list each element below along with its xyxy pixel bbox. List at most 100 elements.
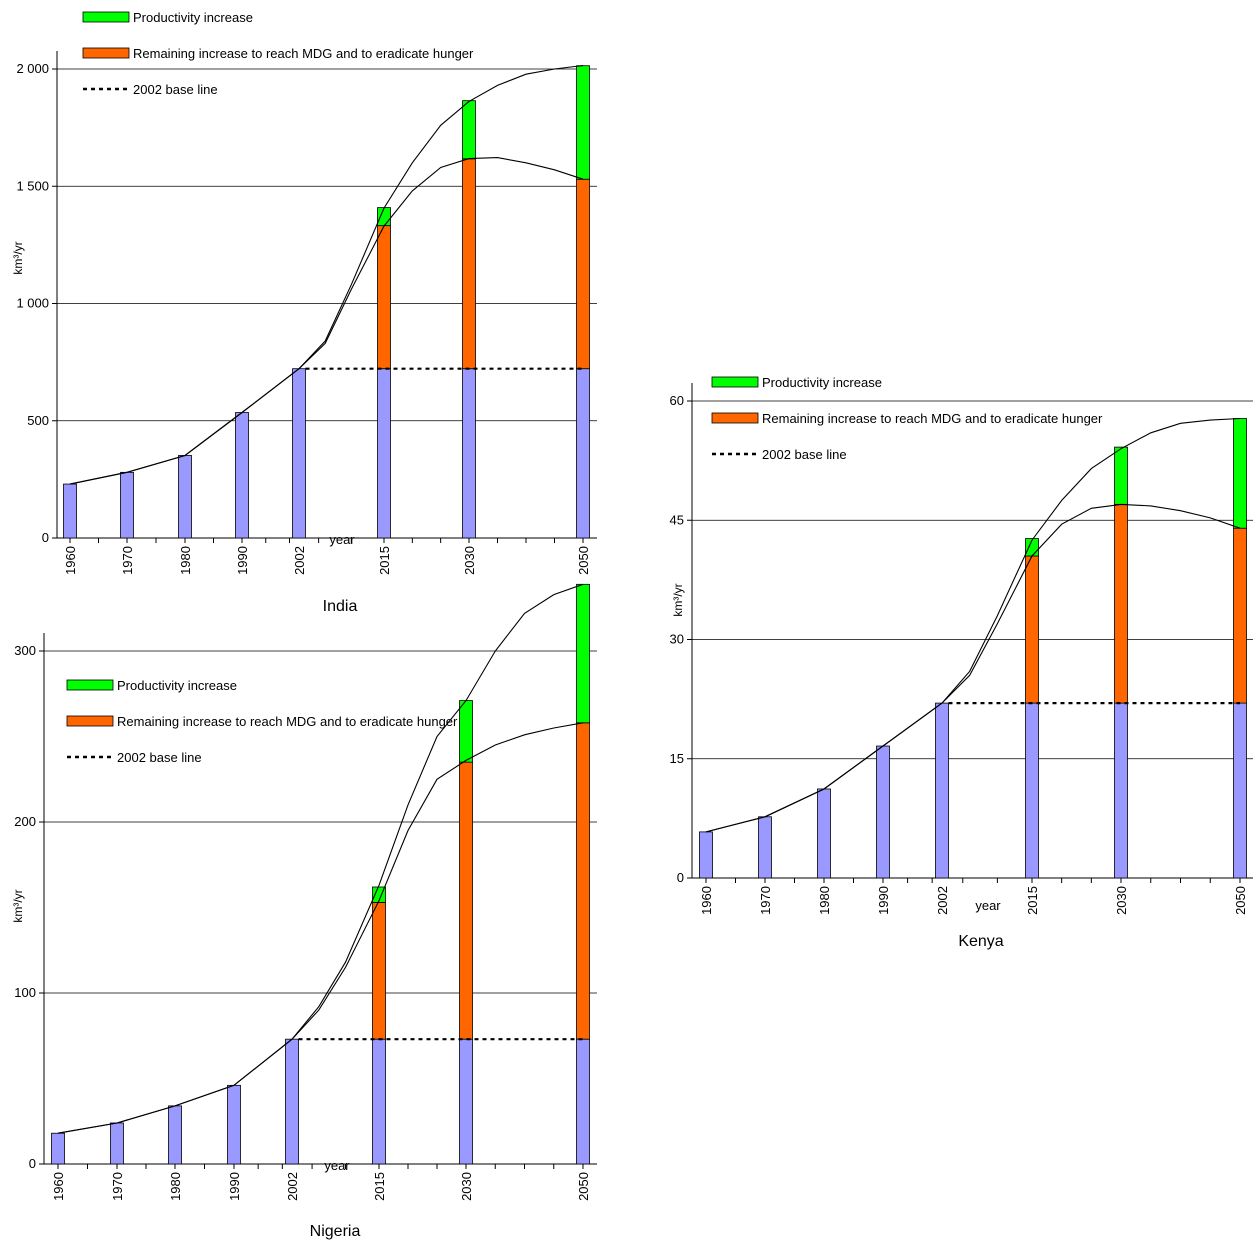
bar-remaining-2015: [1025, 555, 1039, 704]
bar-base-1980: [178, 455, 192, 539]
bar-remaining-2030: [1114, 503, 1128, 704]
legend-label-baseline: 2002 base line: [117, 750, 202, 765]
x-tick-label: 2050: [576, 546, 591, 575]
y-axis-label: km³/yr: [11, 241, 25, 274]
y-tick-label: 0: [42, 530, 49, 545]
bar-base-2050: [1233, 702, 1247, 879]
legend-swatch-remaining: [711, 412, 759, 424]
chart-title: Kenya: [958, 933, 1003, 950]
y-tick-label: 1 500: [16, 178, 49, 193]
x-tick-label: 2030: [462, 546, 477, 575]
legend-label-baseline: 2002 base line: [133, 82, 218, 97]
x-tick-label: 2002: [935, 886, 950, 915]
bar-base-2002: [285, 1038, 299, 1165]
chart-title: Nigeria: [310, 1223, 361, 1240]
y-tick-label: 200: [14, 814, 36, 829]
legend-label-productivity: Productivity increase: [762, 375, 882, 390]
x-tick-label: 2015: [372, 1172, 387, 1201]
bar-base-1960: [51, 1132, 65, 1165]
y-tick-label: 300: [14, 643, 36, 658]
bar-remaining-2030: [459, 761, 473, 1040]
bar-base-1980: [168, 1105, 182, 1165]
legend-label-remaining: Remaining increase to reach MDG and to e…: [117, 714, 458, 729]
x-tick-label: 1970: [120, 546, 135, 575]
bar-base-1990: [227, 1084, 241, 1165]
legend: Productivity increase Remaining increase …: [711, 375, 1103, 462]
bar-base-1970: [120, 471, 134, 539]
trend-line-remaining: [69, 157, 584, 485]
bar-productivity-2015: [372, 886, 386, 903]
bar-remaining-2050: [1233, 527, 1247, 704]
bar-base-2050: [576, 1038, 590, 1165]
x-tick-label: 1980: [178, 546, 193, 575]
legend: Productivity increase Remaining increase …: [66, 678, 458, 765]
x-tick-label: 1990: [235, 546, 250, 575]
legend-label-productivity: Productivity increase: [133, 10, 253, 25]
bar-base-1970: [110, 1122, 124, 1165]
y-tick-label: 45: [670, 512, 684, 527]
bar-base-2015: [377, 368, 391, 539]
y-tick-label: 0: [677, 870, 684, 885]
bar-base-1990: [235, 412, 249, 539]
bar-base-2030: [1114, 702, 1128, 879]
legend: Productivity increase Remaining increase …: [82, 10, 474, 97]
legend-label-productivity: Productivity increase: [117, 678, 237, 693]
chart-kenya: 0 15 30 45 60 1960 1970 1980 1990 2002 2015 2030 205…: [670, 375, 1253, 950]
legend-swatch-productivity: [82, 11, 130, 23]
bar-base-1970: [758, 816, 772, 879]
bar-base-2050: [576, 368, 590, 539]
y-tick-label: 15: [670, 751, 684, 766]
y-tick-label: 2 000: [16, 61, 49, 76]
bar-base-2002: [935, 702, 949, 879]
bar-remaining-2015: [377, 225, 391, 370]
x-tick-label: 1960: [699, 886, 714, 915]
trend-line-remaining: [57, 722, 584, 1134]
y-tick-label: 500: [27, 413, 49, 428]
legend-label-remaining: Remaining increase to reach MDG and to e…: [762, 411, 1103, 426]
x-tick-label: 1970: [758, 886, 773, 915]
x-tick-label: 2002: [285, 1172, 300, 1201]
bar-remaining-2050: [576, 178, 590, 370]
bar-productivity-2030: [1114, 446, 1128, 505]
bar-remaining-2015: [372, 901, 386, 1040]
legend-label-baseline: 2002 base line: [762, 447, 847, 462]
bar-productivity-2015: [377, 207, 391, 227]
legend-swatch-remaining: [82, 47, 130, 59]
trend-line-productivity: [69, 64, 584, 485]
legend-swatch-remaining: [66, 715, 114, 727]
x-tick-label: 1990: [876, 886, 891, 915]
legend-label-remaining: Remaining increase to reach MDG and to e…: [133, 46, 474, 61]
bar-base-2015: [1025, 702, 1039, 879]
bar-base-2030: [462, 368, 476, 539]
x-tick-label: 1990: [227, 1172, 242, 1201]
x-axis-label: year: [975, 898, 1001, 913]
bar-base-1990: [876, 745, 890, 879]
bar-remaining-2050: [576, 722, 590, 1040]
x-axis-label: year: [324, 1158, 350, 1173]
x-tick-label: 1960: [51, 1172, 66, 1201]
chart-title: India: [323, 598, 358, 615]
bar-productivity-2050: [1233, 418, 1247, 529]
y-tick-label: 30: [670, 632, 684, 647]
x-tick-label: 2030: [1114, 886, 1129, 915]
bar-productivity-2050: [576, 65, 590, 180]
bar-base-1960: [63, 483, 77, 539]
bar-productivity-2030: [462, 100, 476, 160]
bar-productivity-2030: [459, 700, 473, 763]
x-tick-label: 2030: [459, 1172, 474, 1201]
x-tick-label: 2015: [377, 546, 392, 575]
legend-swatch-productivity: [66, 679, 114, 691]
bar-base-2030: [459, 1038, 473, 1165]
trend-line-productivity: [705, 417, 1241, 833]
y-tick-label: 60: [670, 393, 684, 408]
bar-remaining-2030: [462, 158, 476, 370]
x-tick-label: 2015: [1025, 886, 1040, 915]
y-axis-label: km³/yr: [11, 889, 25, 922]
x-tick-label: 2050: [1233, 886, 1248, 915]
legend-swatch-productivity: [711, 376, 759, 388]
y-tick-label: 100: [14, 985, 36, 1000]
bar-base-2015: [372, 1038, 386, 1165]
x-tick-label: 2002: [292, 546, 307, 575]
bar-base-2002: [292, 368, 306, 539]
